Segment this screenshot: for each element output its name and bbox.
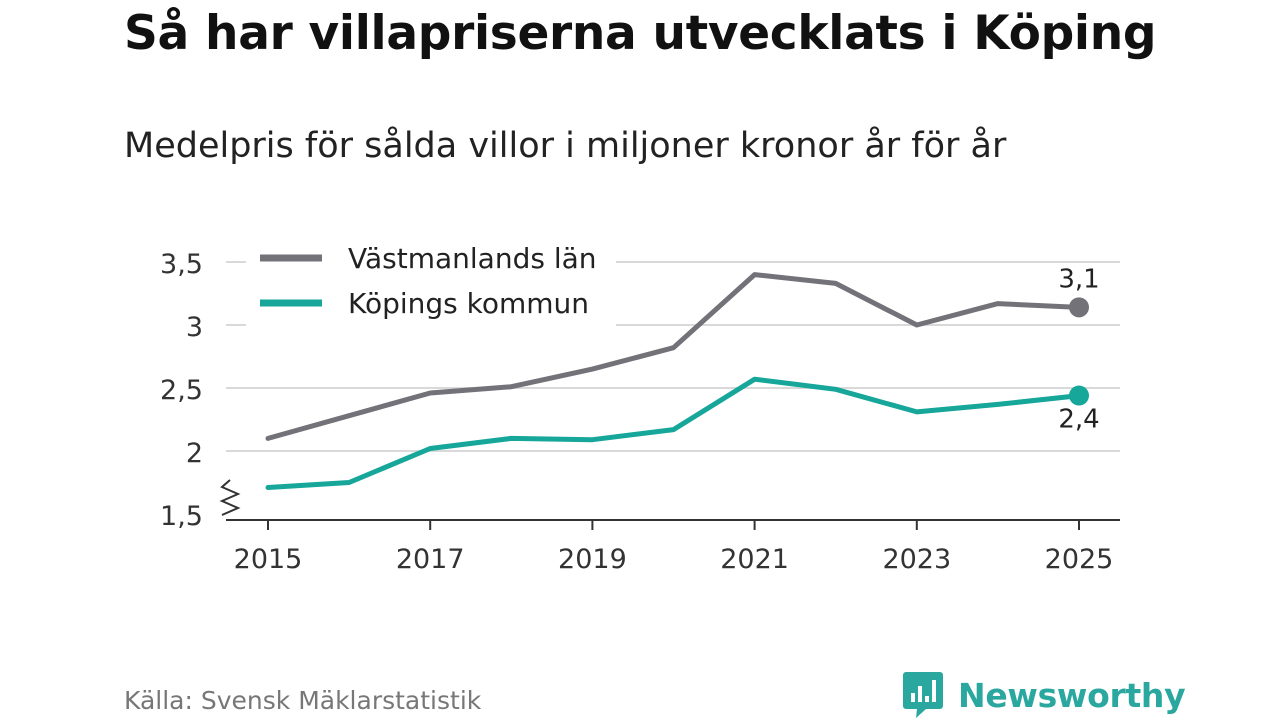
y-tick-label: 3 xyxy=(186,312,203,343)
x-tick-label: 2021 xyxy=(720,544,789,575)
y-tick-label: 1,5 xyxy=(160,501,203,532)
x-tick-label: 2015 xyxy=(234,544,303,575)
axis-break-icon xyxy=(219,479,241,516)
series-end-point xyxy=(1069,297,1089,318)
data-label: 2,4 xyxy=(1058,405,1099,435)
brand-name: Newsworthy xyxy=(958,675,1186,715)
series-line xyxy=(265,272,1082,441)
source-note: Källa: Svensk Mäklarstatistik xyxy=(124,686,482,715)
data-label: 3,1 xyxy=(1058,264,1099,294)
series-end-point xyxy=(1069,385,1089,406)
y-tick-label: 2 xyxy=(186,438,203,469)
x-tick-label: 2023 xyxy=(882,544,951,575)
newsworthy-logo: Newsworthy xyxy=(902,670,1186,720)
y-tick-label: 2,5 xyxy=(160,375,203,406)
legend-label: Köpings kommun xyxy=(348,287,589,320)
legend-label: Västmanlands län xyxy=(348,242,597,275)
x-tick-label: 2019 xyxy=(558,544,627,575)
x-tick-label: 2017 xyxy=(396,544,465,575)
chart-subtitle: Medelpris för sålda villor i miljoner kr… xyxy=(124,126,1007,166)
newsworthy-bar-chart-icon xyxy=(903,672,943,718)
y-tick-label: 3,5 xyxy=(160,249,203,280)
series-line xyxy=(265,376,1082,490)
x-tick-label: 2025 xyxy=(1045,544,1114,575)
chart-title: Så har villapriserna utvecklats i Köping xyxy=(124,6,1157,61)
legend-background xyxy=(246,236,616,328)
